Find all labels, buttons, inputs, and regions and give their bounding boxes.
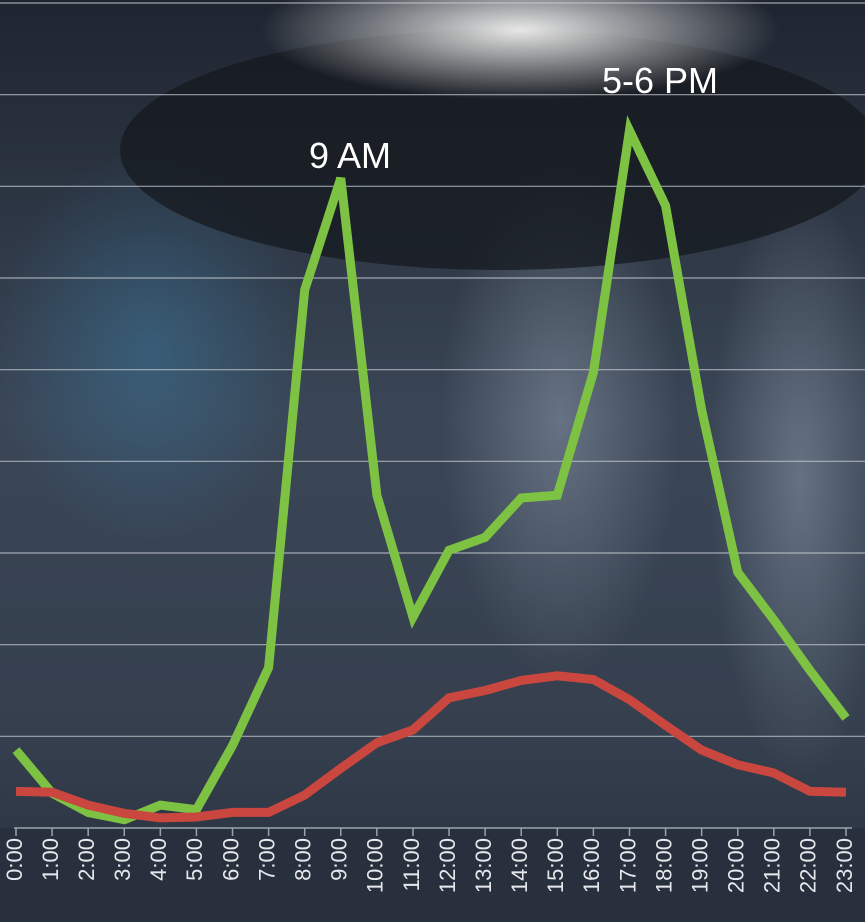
x-tick-label: 2:00 — [74, 838, 99, 881]
x-tick-label: 7:00 — [254, 838, 279, 881]
x-tick-label: 15:00 — [543, 838, 568, 893]
background-shape — [0, 150, 310, 550]
x-tick-label: 17:00 — [615, 838, 640, 893]
x-tick-label: 4:00 — [146, 838, 171, 881]
x-tick-label: 11:00 — [399, 838, 424, 891]
background-shape — [440, 160, 680, 680]
x-tick-label: 1:00 — [38, 838, 63, 881]
x-tick-label: 10:00 — [363, 838, 388, 893]
grid — [0, 2, 865, 737]
series-line — [15, 671, 847, 823]
x-tick-label: 8:00 — [291, 838, 316, 881]
x-tick-label: 16:00 — [579, 838, 604, 893]
x-tick-label: 5:00 — [182, 838, 207, 881]
x-tick-label: 20:00 — [724, 838, 749, 893]
plot — [12, 115, 850, 825]
annotation: 9 AM — [309, 135, 391, 176]
background-shape — [710, 180, 865, 780]
x-tick-label: 22:00 — [796, 838, 821, 893]
x-tick-label: 9:00 — [327, 838, 352, 881]
x-tick-label: 12:00 — [435, 838, 460, 893]
x-tick-label: 3:00 — [110, 838, 135, 881]
x-tick-label: 18:00 — [651, 838, 676, 893]
annotation: 5-6 PM — [602, 60, 718, 101]
series-line — [12, 115, 850, 825]
x-tick-label: 6:00 — [218, 838, 243, 881]
background-shape — [260, 0, 780, 100]
x-tick-label: 14:00 — [507, 838, 532, 893]
x-tick-label: 19:00 — [687, 838, 712, 893]
x-tick-label: 23:00 — [832, 838, 857, 893]
x-tick-label: 13:00 — [471, 838, 496, 893]
background-shape — [120, 30, 865, 270]
x-tick-label: 0:00 — [2, 838, 27, 881]
x-tick-label: 21:00 — [760, 838, 785, 893]
axis-band — [0, 828, 865, 922]
